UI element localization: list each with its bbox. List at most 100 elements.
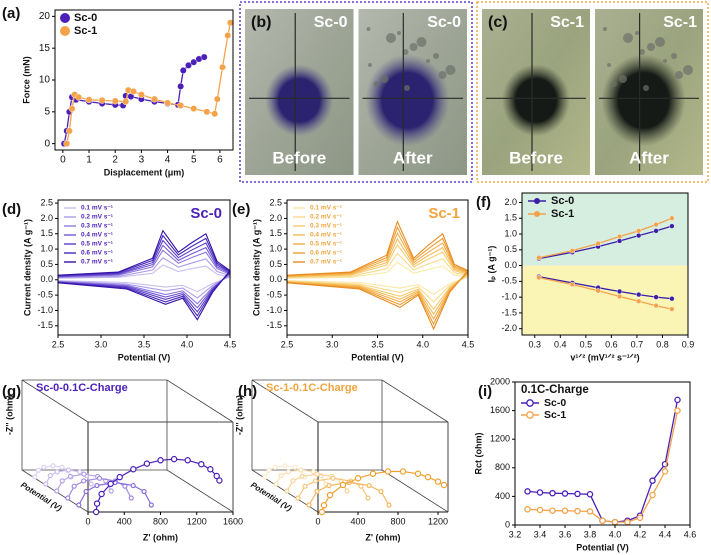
data-point (326, 482, 332, 489)
x-tick-label: 1200 (187, 516, 207, 526)
y-tick-label: 0 (44, 138, 50, 149)
data-point (266, 467, 272, 473)
plot-frame (54, 9, 234, 151)
data-point (130, 482, 136, 489)
debris (438, 71, 447, 79)
debris (683, 65, 693, 75)
photo-sample: Sc-1 (550, 14, 584, 31)
data-point (536, 274, 542, 281)
data-point (414, 470, 422, 477)
data-point (88, 481, 94, 487)
y-tick-label: 10 (39, 75, 51, 86)
panel-border (239, 1, 473, 183)
legend-label: 0.5 mV s⁻¹ (310, 241, 342, 248)
y-tick-label: 2.0 (40, 213, 53, 223)
legend-label: 0.2 mV s⁻¹ (81, 214, 113, 221)
data-point (536, 489, 544, 496)
data-point (616, 233, 623, 240)
x-axis-label: Z' (ohm) (143, 532, 178, 542)
legend-label: Sc-0 (544, 397, 566, 409)
data-point (310, 469, 317, 475)
data-point (569, 281, 575, 288)
data-point (636, 292, 642, 298)
plot-frame (514, 381, 691, 526)
data-point (41, 464, 47, 470)
debris (368, 63, 372, 67)
debris (635, 31, 639, 35)
legend-label: 0.3 mV s⁻¹ (310, 223, 342, 230)
annotation: Sc-0-0.1C-Charge (36, 382, 128, 394)
x-tick-label: 4.0 (181, 339, 194, 349)
x-tick-label: 3.5 (138, 339, 151, 349)
x-axis-label: Potential (V) (576, 542, 629, 552)
data-point (536, 255, 542, 261)
data-point (207, 466, 214, 473)
x-tick-label: 1 (86, 155, 92, 166)
data-point (536, 506, 544, 514)
y-axis-label: Rct (ohm) (473, 433, 483, 475)
data-point (284, 488, 290, 494)
legend-label: 0.4 mV s⁻¹ (81, 232, 113, 239)
x-tick-label: 3 (139, 155, 145, 166)
y-tick-label: 2.0 (504, 197, 517, 207)
data-point (330, 475, 336, 481)
data-point (595, 240, 601, 247)
data-point (399, 468, 407, 475)
data-point (122, 98, 130, 106)
data-point (339, 481, 347, 489)
data-point (211, 110, 219, 118)
plot-frame (57, 199, 231, 336)
data-point (386, 502, 392, 508)
data-point (68, 105, 76, 113)
data-point (378, 488, 384, 495)
debris (603, 27, 607, 31)
annotation: Sc-1 (428, 205, 460, 222)
data-point (661, 468, 669, 475)
x-tick-label: 3.2 (509, 529, 522, 539)
x-tick-label: 4.5 (462, 339, 475, 349)
data-point (586, 508, 594, 515)
series-line (57, 256, 232, 299)
data-point (130, 88, 137, 95)
data-point (318, 508, 326, 516)
data-point (96, 475, 103, 481)
data-point (141, 488, 147, 495)
debris (445, 65, 456, 75)
data-point (290, 478, 296, 484)
x-tick-label: 4.0 (609, 529, 622, 539)
debris (380, 75, 389, 83)
x-tick-label: 400 (350, 516, 365, 526)
box-edge (166, 469, 234, 513)
legend-marker (534, 211, 540, 217)
data-point (440, 481, 448, 489)
debris (663, 59, 667, 63)
legend-label: 0.6 mV s⁻¹ (81, 250, 113, 257)
data-point (198, 460, 205, 468)
data-point (295, 495, 301, 501)
debris (373, 81, 380, 87)
x-tick-label: 3.6 (559, 529, 572, 539)
y-axis-label: Iₚ (A g⁻¹) (486, 246, 496, 283)
data-point (170, 455, 178, 463)
debris (639, 49, 645, 55)
x-tick-label: 0 (85, 516, 90, 526)
legend-label: Sc-1 (544, 409, 566, 421)
legend-label: Sc-0 (551, 195, 574, 207)
data-point (190, 105, 198, 113)
y-axis-label: Current density (A g⁻¹) (251, 219, 261, 316)
plot-frame (286, 199, 469, 336)
crater (265, 64, 334, 137)
series-line (286, 261, 469, 296)
y-tick-label: -1.0 (266, 305, 282, 315)
data-point (292, 464, 298, 470)
data-point (108, 488, 114, 494)
crater (601, 54, 686, 147)
data-point (213, 472, 220, 480)
panel-label: (f) (476, 194, 491, 211)
data-point (366, 482, 372, 489)
data-point (65, 127, 73, 135)
y-tick-label: 20 (39, 11, 51, 22)
data-point (98, 490, 105, 498)
y-tick-label: -0.5 (501, 276, 517, 286)
data-point (262, 474, 268, 480)
